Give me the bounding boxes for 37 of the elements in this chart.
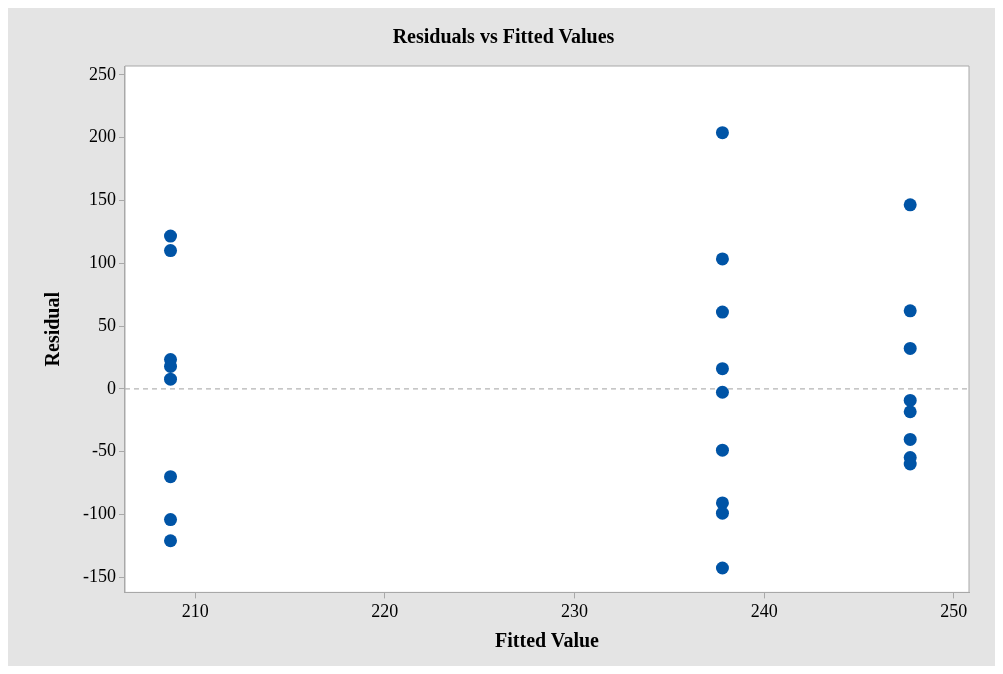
point	[715, 385, 729, 399]
point	[903, 432, 917, 446]
y-tick-label: -100	[82, 503, 116, 524]
y-tick-label: 0	[106, 377, 116, 398]
y-tick-label: 100	[88, 251, 116, 272]
point	[715, 305, 729, 319]
point	[715, 506, 729, 520]
x-tick-label: 250	[940, 600, 968, 621]
x-tick-label: 220	[371, 600, 399, 621]
chart-title: Residuals vs Fitted Values	[392, 25, 615, 48]
y-tick-label: -150	[82, 566, 116, 587]
y-tick-label: 50	[97, 314, 116, 335]
x-axis-title: Fitted Value	[495, 629, 600, 652]
point	[164, 470, 178, 484]
point	[715, 126, 729, 140]
y-tick-label: 200	[88, 126, 116, 147]
point	[715, 443, 729, 457]
point	[164, 244, 178, 258]
point	[715, 561, 729, 575]
x-tick-label: 240	[750, 600, 778, 621]
point	[715, 362, 729, 376]
y-tick-label: 150	[88, 189, 116, 210]
point	[903, 341, 917, 355]
x-tick-label: 210	[181, 600, 209, 621]
point	[903, 405, 917, 419]
point	[164, 534, 178, 548]
y-tick-label: 250	[88, 63, 116, 84]
point	[164, 372, 178, 386]
point	[903, 393, 917, 407]
point	[903, 304, 917, 318]
point	[164, 229, 178, 243]
x-tick-label: 230	[561, 600, 588, 621]
point	[903, 198, 917, 212]
point	[715, 252, 729, 266]
point	[164, 513, 178, 527]
y-tick-label: -50	[91, 440, 116, 461]
y-axis-title: Residual	[41, 291, 64, 367]
